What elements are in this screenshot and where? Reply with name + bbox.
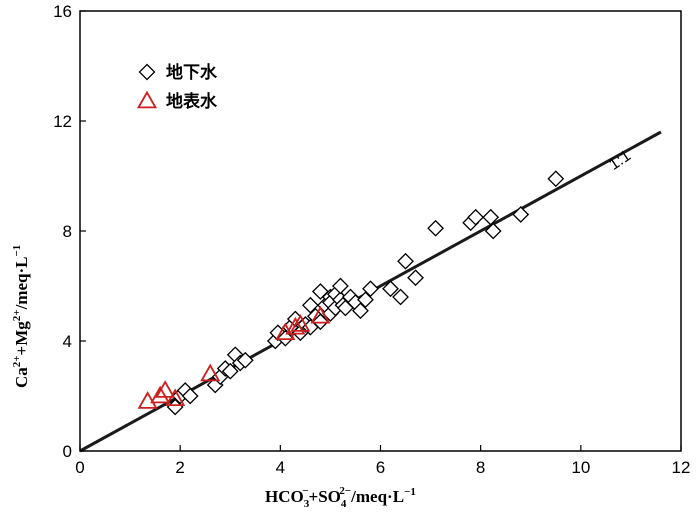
groundwater-point: [407, 269, 424, 287]
surface-water-point: [290, 314, 311, 332]
axis-titles: HCO3−+SO42−/meq·L−1 Ca2++Mg2+/meq·L−1: [11, 245, 416, 510]
x-tick-label: 10: [571, 458, 590, 477]
groundwater-point: [301, 296, 319, 314]
reference-line-label: 1:1: [606, 147, 634, 174]
y-axis-title: Ca2++Mg2+/meq·L−1: [11, 245, 31, 388]
surface-water-point: [200, 363, 221, 382]
y-tick-label: 4: [63, 332, 72, 351]
x-tick-label: 6: [376, 458, 385, 477]
groundwater-point: [382, 280, 399, 298]
series-triangle: [137, 305, 331, 409]
groundwater-point: [181, 387, 199, 405]
legend-marker-diamond: [138, 63, 156, 81]
axis-ticks-layer: 0 2 4 6 8 10 12 0 4 8 12 16: [53, 2, 690, 477]
groundwater-point: [332, 277, 349, 295]
groundwater-point: [482, 208, 500, 226]
groundwater-point: [547, 170, 565, 188]
legend-marker-triangle: [136, 90, 158, 109]
y-tick-label: 0: [63, 442, 72, 461]
surface-water-point: [165, 388, 186, 407]
x-tick-label: 4: [276, 458, 285, 477]
groundwater-point: [236, 351, 254, 369]
surface-water-point: [275, 322, 296, 341]
groundwater-point: [221, 362, 239, 380]
legend-label: 地下水: [166, 62, 218, 83]
y-tick-label: 16: [53, 2, 72, 21]
groundwater-point: [397, 252, 414, 270]
groundwater-point: [467, 208, 485, 226]
groundwater-point: [357, 291, 374, 309]
surface-water-point: [285, 316, 306, 335]
y-tick-label: 8: [63, 222, 72, 241]
x-tick-label: 0: [75, 458, 84, 477]
groundwater-point: [427, 219, 445, 237]
groundwater-point: [362, 280, 379, 298]
series-diamond: [166, 170, 565, 416]
legend-label: 地表水: [166, 91, 218, 112]
x-tick-label: 2: [175, 458, 184, 477]
groundwater-point: [512, 206, 530, 223]
groundwater-point: [392, 288, 409, 306]
surface-water-point: [155, 380, 176, 398]
groundwater-point: [352, 302, 369, 320]
x-axis-title: HCO3−+SO42−/meq·L−1: [265, 485, 416, 510]
y-tick-label: 12: [53, 112, 72, 131]
surface-water-point: [310, 305, 331, 324]
x-tick-label: 8: [476, 458, 485, 477]
x-tick-label: 12: [672, 458, 691, 477]
surface-water-point: [150, 385, 171, 404]
groundwater-point: [484, 222, 502, 240]
data-points-layer: [137, 170, 565, 416]
